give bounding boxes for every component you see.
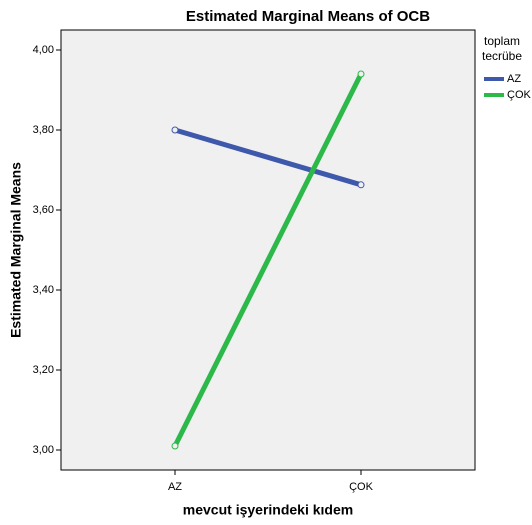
y-tick-label: 3,60 bbox=[33, 204, 54, 216]
legend-label: ÇOK bbox=[507, 89, 532, 101]
chart-title: Estimated Marginal Means of OCB bbox=[186, 8, 430, 25]
point-marker bbox=[171, 126, 179, 134]
series-line bbox=[174, 127, 362, 188]
y-tick-label: 3,20 bbox=[33, 364, 54, 376]
legend-title: toplam tecrübe bbox=[481, 34, 523, 63]
y-tick-label: 3,00 bbox=[33, 444, 54, 456]
y-tick-label: 3,80 bbox=[33, 124, 54, 136]
plot-area bbox=[60, 29, 476, 471]
point-marker bbox=[357, 181, 365, 189]
point-marker bbox=[357, 70, 365, 78]
x-axis-label: mevcut işyerindeki kıdem bbox=[183, 502, 353, 518]
x-tick-label: AZ bbox=[168, 481, 182, 493]
series-line bbox=[172, 72, 364, 448]
y-tick-label: 3,40 bbox=[33, 284, 54, 296]
point-marker bbox=[171, 442, 179, 450]
y-tick-label: 4,00 bbox=[33, 44, 54, 56]
legend-label: AZ bbox=[507, 73, 521, 85]
x-tick-label: ÇOK bbox=[349, 481, 374, 493]
y-axis-label: Estimated Marginal Means bbox=[8, 162, 24, 338]
